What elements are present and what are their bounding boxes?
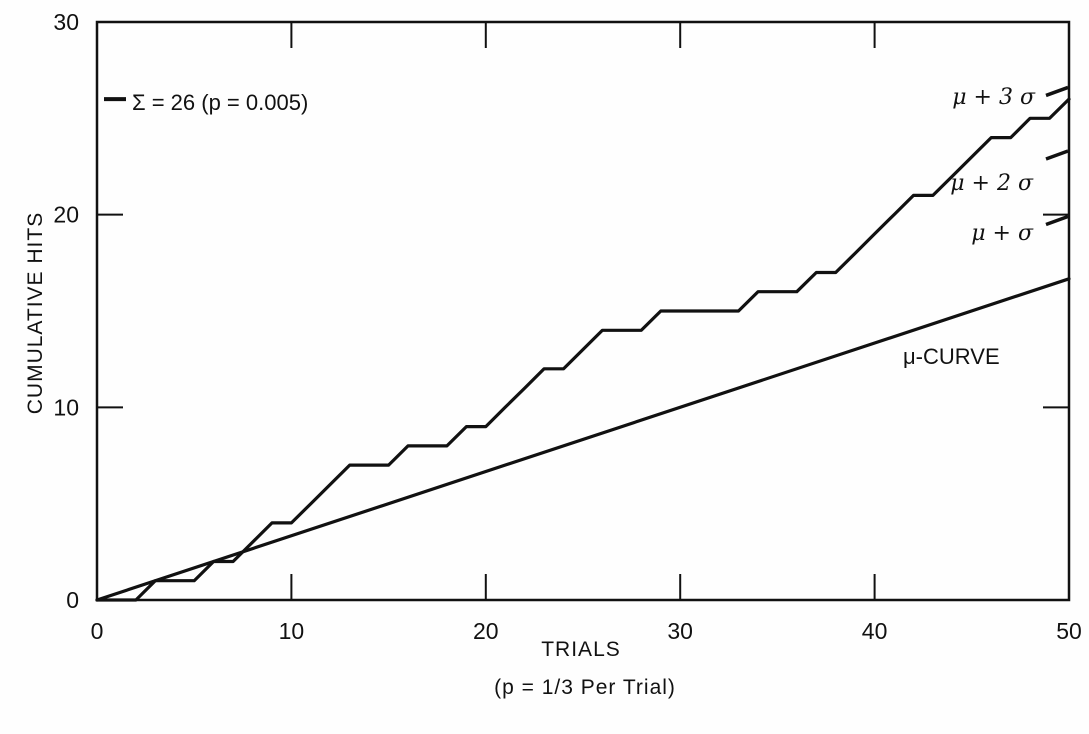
y-axis-title: CUMULATIVE HITS — [24, 212, 47, 414]
y-tick-label-20: 20 — [53, 202, 79, 228]
series-layer — [95, 97, 1071, 602]
bound-marker-0 — [1045, 85, 1069, 98]
plot-frame — [95, 20, 1071, 602]
x-tick-label-0: 0 — [91, 618, 104, 644]
x-tick-label-10: 10 — [279, 618, 305, 644]
mu-curve-label: μ-CURVE — [903, 344, 1000, 369]
bound-markers — [1045, 85, 1069, 227]
bound-marker-1 — [1045, 149, 1069, 161]
mu-curve-line — [95, 277, 1071, 602]
bound-marker-2 — [1045, 214, 1069, 227]
x-axis-subtitle: (p = 1/3 Per Trial) — [494, 676, 676, 699]
x-tick-label-50: 50 — [1056, 618, 1082, 644]
mu-plus-2sigma-label: μ + 2 σ — [950, 171, 1034, 196]
cumulative-hits-line — [95, 97, 1071, 602]
y-tick-label-30: 30 — [53, 9, 79, 35]
mu-plus-sigma-label: μ + σ — [971, 221, 1034, 246]
x-tick-label-40: 40 — [862, 618, 888, 644]
axis-ticks — [97, 22, 1069, 600]
y-tick-label-0: 0 — [66, 587, 79, 613]
tick-labels: 0 10 20 30 40 50 0 10 20 30 — [53, 9, 1081, 644]
y-tick-label-10: 10 — [53, 394, 79, 420]
x-tick-label-30: 30 — [667, 618, 693, 644]
sigma-annotation: Σ = 26 (p = 0.005) — [132, 90, 308, 115]
x-axis-title: TRIALS — [541, 638, 621, 661]
x-tick-label-20: 20 — [473, 618, 499, 644]
mu-plus-3sigma-label: μ + 3 σ — [952, 85, 1036, 110]
